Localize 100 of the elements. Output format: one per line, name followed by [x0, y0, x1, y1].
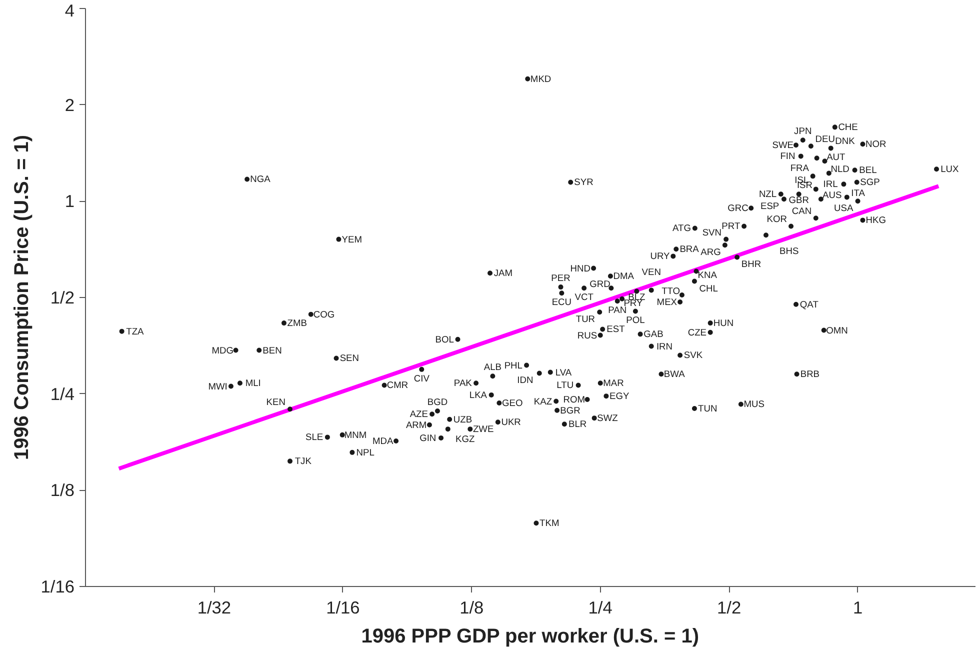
data-label: BRA [680, 244, 700, 254]
data-label: CAN [792, 206, 812, 216]
y-tick-label: 1 [64, 191, 75, 212]
data-label: TKM [540, 518, 560, 528]
data-label: VCT [574, 292, 594, 302]
data-label: IRL [823, 179, 838, 190]
data-label: ZMB [287, 318, 307, 328]
data-label: COG [313, 309, 335, 320]
data-label: GBR [788, 195, 810, 206]
data-label: OMN [826, 325, 848, 336]
data-label: FRA [790, 163, 810, 174]
data-label: MDG [212, 345, 234, 356]
data-label: LKA [469, 390, 488, 400]
data-label: NPL [356, 447, 374, 458]
data-label: DMA [613, 271, 635, 282]
data-label: CZE [688, 327, 707, 338]
data-label: TUN [698, 403, 718, 414]
data-label: BOL [435, 334, 454, 344]
data-label: NZL [758, 189, 777, 200]
data-label: MLI [245, 378, 261, 388]
data-label: GIN [420, 432, 436, 443]
data-label: MUS [744, 399, 764, 410]
data-label: LTU [556, 380, 574, 390]
data-label: TZA [126, 326, 145, 336]
data-label: ZWE [472, 424, 494, 434]
data-label: YEM [342, 234, 362, 244]
data-label: GRC [728, 203, 749, 214]
data-label: SEN [340, 353, 360, 364]
data-label: CMR [386, 380, 408, 390]
data-label: BLR [568, 419, 587, 430]
data-label: GEO [502, 398, 523, 408]
data-label: ARG [700, 247, 721, 258]
data-label: SVK [684, 350, 704, 360]
data-label: PAK [454, 378, 473, 388]
data-label: SWE [772, 140, 794, 150]
data-label: TUR [576, 314, 596, 324]
data-label: HUN [713, 318, 734, 328]
data-label: ROM [563, 394, 586, 405]
y-tick-label: 1/4 [50, 384, 75, 404]
data-label: GAB [644, 329, 664, 340]
data-label: LUX [940, 164, 960, 174]
data-label: BGR [560, 405, 581, 416]
data-label: ITA [851, 188, 866, 198]
y-tick-label: 1/8 [50, 480, 75, 500]
y-tick-label: 2 [64, 94, 75, 115]
y-tick-label: 1/2 [50, 288, 75, 308]
data-label: RUS [577, 330, 598, 340]
data-label: NOR [866, 139, 887, 150]
data-label: CIV [414, 373, 430, 384]
data-label: USA [834, 203, 854, 214]
data-label: BRB [800, 369, 820, 380]
data-label: NLD [830, 164, 850, 174]
data-label: PRT [722, 221, 740, 232]
x-tick-label: 1/8 [460, 598, 484, 618]
data-label: KEN [266, 397, 286, 408]
x-tick-label: 1 [852, 598, 863, 618]
data-label: SYR [574, 177, 594, 188]
data-label: TJK [294, 456, 312, 466]
data-label: ECU [552, 297, 572, 308]
data-label: DNK [835, 136, 856, 146]
data-label: KAZ [534, 396, 552, 406]
x-tick-label: 1/32 [197, 598, 232, 618]
data-label: BHS [780, 246, 799, 256]
data-label: ESP [760, 201, 780, 212]
data-label: AZE [410, 409, 428, 420]
data-label: KOR [766, 214, 788, 224]
data-label: PER [551, 273, 571, 284]
data-label: JPN [794, 126, 812, 136]
data-label: EST [606, 324, 626, 334]
data-label: PAN [608, 305, 627, 316]
data-label: SLE [305, 432, 324, 442]
data-label: SVN [702, 227, 722, 238]
data-label: HND [570, 263, 591, 274]
data-label: JAM [494, 268, 512, 278]
data-label: VEN [642, 267, 661, 278]
data-label: DEU [815, 134, 836, 144]
data-label: AUS [822, 190, 842, 200]
data-label: CHE [838, 122, 858, 132]
data-label: KGZ [455, 434, 475, 444]
data-label: BEL [859, 165, 877, 176]
data-label: HKG [866, 215, 886, 226]
data-label: MNM [344, 430, 367, 440]
data-label: PHL [504, 360, 522, 370]
data-label: UKR [501, 417, 522, 428]
data-label: POL [626, 315, 645, 326]
data-label: KNA [698, 270, 718, 280]
data-label: ATG [672, 223, 692, 234]
y-tick-label: 4 [64, 0, 75, 20]
data-label: URY [650, 251, 671, 262]
x-tick-label: 1/16 [326, 598, 360, 618]
data-label: LVA [555, 367, 572, 378]
data-label: BGD [427, 396, 448, 407]
data-label: IDN [517, 375, 534, 386]
data-label: ARM [406, 420, 427, 430]
data-label: MAR [603, 378, 624, 388]
data-label: GRD [590, 279, 611, 290]
data-label: BWA [664, 369, 686, 380]
x-tick-label: 1/2 [717, 598, 742, 618]
data-label: MDA [372, 436, 394, 446]
data-label: NGA [250, 174, 272, 184]
